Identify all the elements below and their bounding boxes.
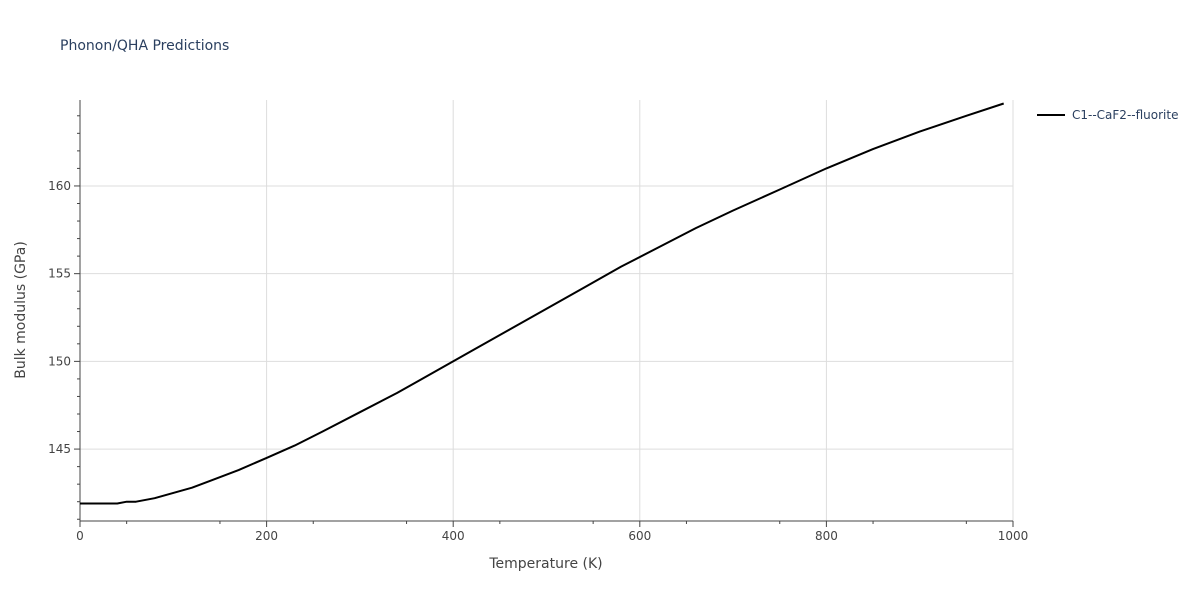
- x-axis-ticks: 0 200 400 600 800 1000: [76, 521, 1028, 543]
- y-tick-label: 145: [48, 442, 71, 456]
- x-tick-label: 0: [76, 529, 84, 543]
- y-tick-label: 150: [48, 354, 71, 368]
- x-tick-label: 200: [255, 529, 278, 543]
- grid: [80, 100, 1014, 521]
- x-tick-label: 1000: [998, 529, 1029, 543]
- y-tick-label: 155: [48, 267, 71, 281]
- legend-label: C1--CaF2--fluorite: [1072, 108, 1178, 122]
- x-tick-label: 400: [442, 529, 465, 543]
- y-axis-ticks: 145 150 155 160: [48, 115, 80, 520]
- x-axis-label: Temperature (K): [488, 556, 602, 572]
- chart-title: Phonon/QHA Predictions: [60, 38, 229, 54]
- x-tick-label: 600: [628, 529, 651, 543]
- y-tick-label: 160: [48, 179, 71, 193]
- y-axis-label: Bulk modulus (GPa): [13, 241, 29, 379]
- axes: [79, 100, 1013, 522]
- series-line[interactable]: [80, 102, 1005, 505]
- series-layer: [80, 102, 1005, 505]
- x-tick-label: 800: [815, 529, 838, 543]
- legend[interactable]: C1--CaF2--fluorite: [1037, 108, 1178, 122]
